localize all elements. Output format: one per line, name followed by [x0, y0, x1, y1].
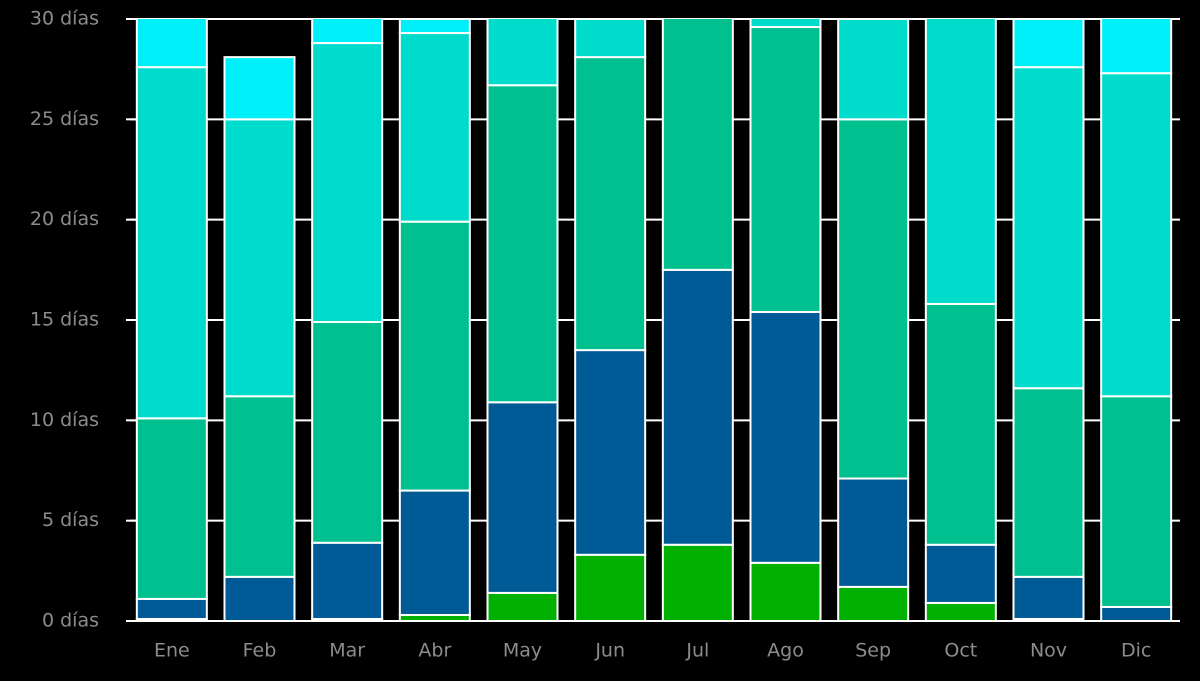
bar-segment: [574, 56, 647, 352]
x-tick-label: May: [503, 640, 542, 662]
bar-segment: [924, 543, 997, 604]
bar-segment: [398, 220, 471, 492]
bar-segment: [837, 585, 910, 622]
bar-segment: [223, 118, 296, 398]
y-tick-label: 5 días: [42, 509, 99, 531]
bar-segment: [749, 26, 822, 313]
bar-segment: [486, 401, 559, 594]
bar-segment: [837, 477, 910, 588]
bar-segment: [135, 597, 208, 620]
bar-segment: [749, 310, 822, 564]
x-tick-label: Dic: [1121, 640, 1151, 662]
bar-segment: [486, 591, 559, 622]
x-tick-label: Sep: [855, 640, 891, 662]
y-tick-label: 10 días: [30, 409, 99, 431]
bar-segment: [661, 19, 734, 271]
x-tick-label: Abr: [418, 640, 451, 662]
bar-segment: [924, 601, 997, 622]
bar-segment: [311, 541, 384, 620]
bar-segment: [486, 84, 559, 404]
bar-segment: [749, 19, 822, 29]
x-tick-label: Mar: [329, 640, 365, 662]
x-tick-label: Nov: [1030, 640, 1067, 662]
x-tick-label: Feb: [243, 640, 277, 662]
bar-segment: [837, 19, 910, 121]
y-tick-label: 0 días: [42, 610, 99, 632]
bar-segment: [1100, 72, 1173, 398]
x-tick-label: Jun: [594, 640, 625, 662]
bar-segment: [1012, 19, 1085, 69]
bar-segment: [1012, 575, 1085, 620]
y-tick-label: 25 días: [30, 108, 99, 130]
bar-segment: [398, 19, 471, 35]
bar-segment: [223, 575, 296, 622]
bar-segment: [661, 268, 734, 546]
bar-segment: [223, 56, 296, 121]
bar-segment: [574, 19, 647, 59]
bar-segment: [574, 553, 647, 622]
bar-segment: [924, 19, 997, 305]
x-tick-label: Ene: [154, 640, 190, 662]
bar-segment: [486, 19, 559, 87]
x-tick-label: Jul: [685, 640, 709, 662]
x-tick-label: Ago: [767, 640, 804, 662]
x-tick-label: Oct: [944, 640, 977, 662]
bar-segment: [135, 66, 208, 420]
bar-segment: [223, 395, 296, 578]
bar-segment: [661, 543, 734, 622]
bar-segment: [398, 489, 471, 616]
bar-segment: [1012, 66, 1085, 390]
bar-segment: [135, 417, 208, 600]
y-tick-label: 15 días: [30, 309, 99, 331]
bars: [135, 19, 1173, 622]
bar-segment: [398, 32, 471, 223]
bar-segment: [1100, 605, 1173, 622]
bar-segment: [135, 19, 208, 69]
bar-segment: [1100, 19, 1173, 75]
bar-segment: [574, 349, 647, 556]
bar-segment: [749, 561, 822, 622]
y-tick-label: 30 días: [30, 8, 99, 30]
bar-segment: [1100, 395, 1173, 608]
bar-segment: [311, 42, 384, 324]
bar-segment: [311, 321, 384, 544]
bar-segment: [837, 118, 910, 480]
bar-segment: [1012, 387, 1085, 578]
y-tick-label: 20 días: [30, 208, 99, 230]
bar-segment: [311, 19, 384, 45]
bar-segment: [924, 302, 997, 546]
